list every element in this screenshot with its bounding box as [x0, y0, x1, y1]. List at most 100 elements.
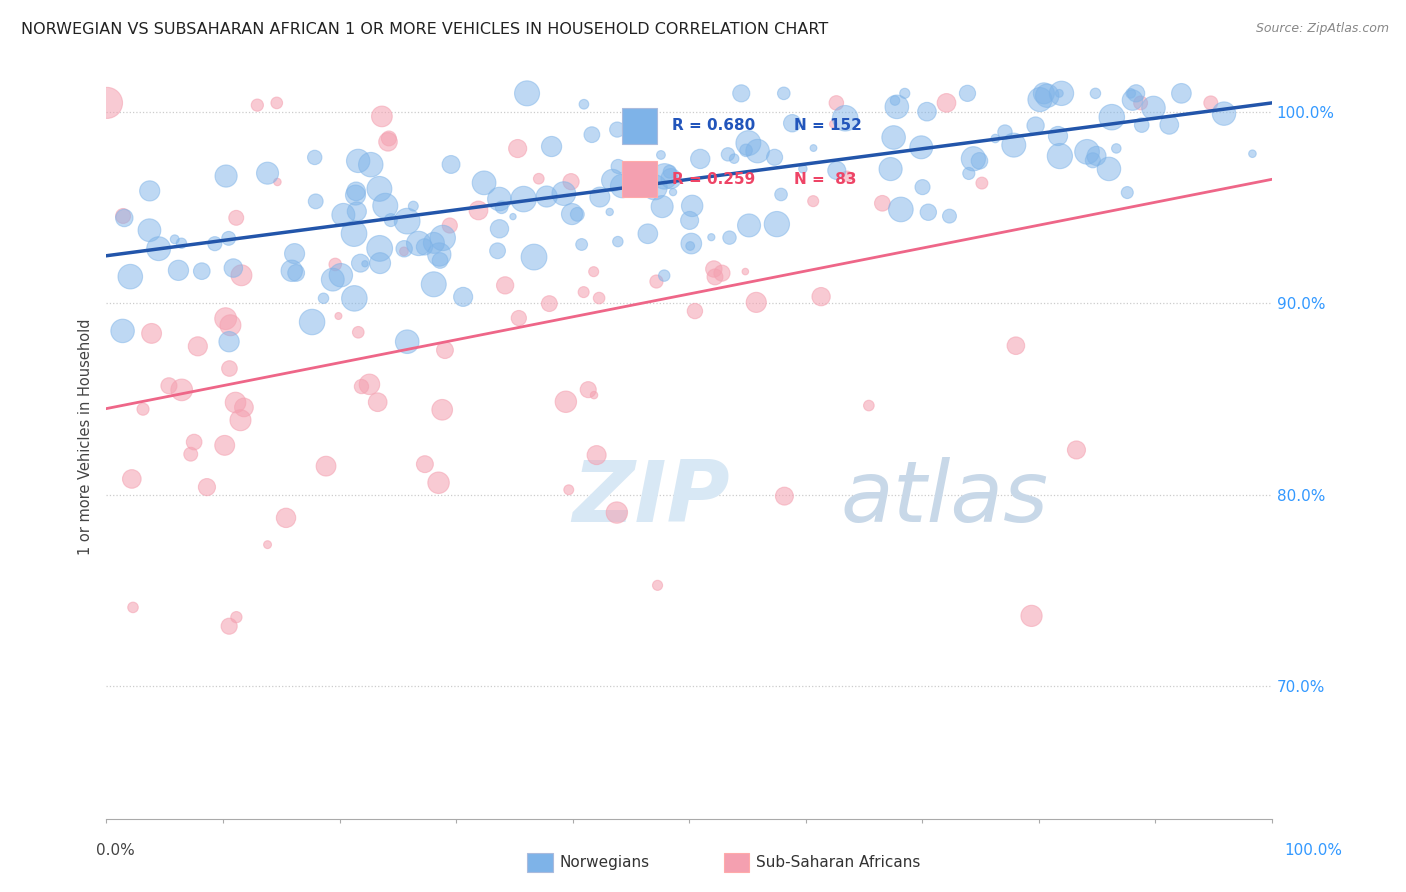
Point: [491, 200, 513, 214]
Point: [225, 610, 247, 624]
Point: [825, 163, 848, 178]
Point: [703, 262, 725, 277]
Point: [984, 131, 1007, 145]
Point: [644, 180, 666, 194]
Point: [803, 141, 825, 155]
Point: [218, 619, 240, 633]
Point: [402, 199, 425, 213]
Point: [225, 395, 247, 409]
Point: [350, 379, 373, 393]
Point: [558, 483, 581, 497]
Point: [1081, 153, 1104, 168]
Point: [681, 236, 703, 251]
Point: [187, 339, 209, 353]
Point: [810, 290, 832, 304]
Point: [1125, 87, 1147, 101]
Point: [451, 290, 474, 304]
Point: [734, 264, 756, 278]
Point: [957, 166, 980, 180]
Point: [538, 296, 561, 310]
Point: [1021, 608, 1043, 623]
Point: [266, 175, 288, 189]
Point: [191, 264, 214, 278]
Point: [195, 480, 218, 494]
Text: NORWEGIAN VS SUBSAHARAN AFRICAN 1 OR MORE VEHICLES IN HOUSEHOLD CORRELATION CHAR: NORWEGIAN VS SUBSAHARAN AFRICAN 1 OR MOR…: [21, 22, 828, 37]
Point: [413, 457, 436, 471]
Point: [274, 511, 297, 525]
Point: [349, 256, 371, 270]
Point: [1025, 119, 1047, 133]
Point: [371, 110, 394, 124]
Point: [132, 402, 155, 417]
Point: [170, 236, 193, 251]
Point: [214, 438, 236, 452]
Point: [560, 175, 582, 189]
Point: [170, 383, 193, 397]
Point: [163, 232, 186, 246]
Point: [427, 475, 450, 490]
Point: [502, 210, 524, 224]
Point: [506, 142, 529, 156]
Point: [589, 190, 612, 204]
Point: [581, 128, 603, 142]
Point: [886, 100, 908, 114]
Point: [1029, 93, 1052, 107]
Point: [1085, 149, 1108, 163]
Point: [343, 292, 366, 306]
Point: [956, 87, 979, 101]
Y-axis label: 1 or more Vehicles in Household: 1 or more Vehicles in Household: [79, 319, 93, 556]
Point: [1032, 87, 1054, 101]
Point: [735, 144, 758, 158]
Point: [766, 217, 789, 231]
Point: [378, 131, 401, 145]
Point: [122, 600, 145, 615]
Point: [523, 250, 546, 264]
Point: [329, 268, 352, 283]
Point: [218, 361, 240, 376]
Text: ZIP: ZIP: [572, 457, 730, 540]
Point: [204, 236, 226, 251]
Point: [368, 182, 391, 196]
Point: [745, 295, 768, 310]
Point: [408, 236, 430, 251]
Point: [488, 192, 510, 206]
Text: atlas: atlas: [841, 457, 1049, 540]
Point: [637, 227, 659, 241]
Point: [572, 97, 595, 112]
Point: [780, 116, 803, 130]
Point: [710, 266, 733, 280]
Point: [872, 196, 894, 211]
Point: [305, 194, 328, 209]
Point: [516, 87, 538, 101]
Point: [652, 268, 675, 283]
Point: [689, 152, 711, 166]
Point: [1119, 87, 1142, 101]
Text: 0.0%: 0.0%: [96, 843, 135, 858]
Point: [1241, 146, 1264, 161]
Point: [969, 153, 991, 168]
Point: [763, 150, 786, 164]
Point: [344, 185, 367, 199]
Point: [1121, 93, 1143, 107]
Point: [1142, 101, 1164, 115]
Point: [488, 221, 510, 235]
Point: [429, 253, 451, 268]
Point: [747, 144, 769, 158]
Point: [823, 117, 845, 131]
Point: [246, 98, 269, 112]
Point: [884, 94, 907, 108]
Point: [606, 506, 628, 520]
Point: [232, 401, 254, 415]
Point: [508, 311, 530, 326]
Point: [183, 435, 205, 450]
Point: [1049, 149, 1071, 163]
Point: [576, 383, 599, 397]
Point: [679, 239, 702, 253]
Point: [835, 169, 858, 184]
Point: [911, 180, 934, 194]
Point: [602, 173, 624, 187]
Point: [138, 223, 160, 237]
Point: [360, 158, 382, 172]
Point: [180, 447, 202, 461]
Point: [553, 186, 575, 201]
